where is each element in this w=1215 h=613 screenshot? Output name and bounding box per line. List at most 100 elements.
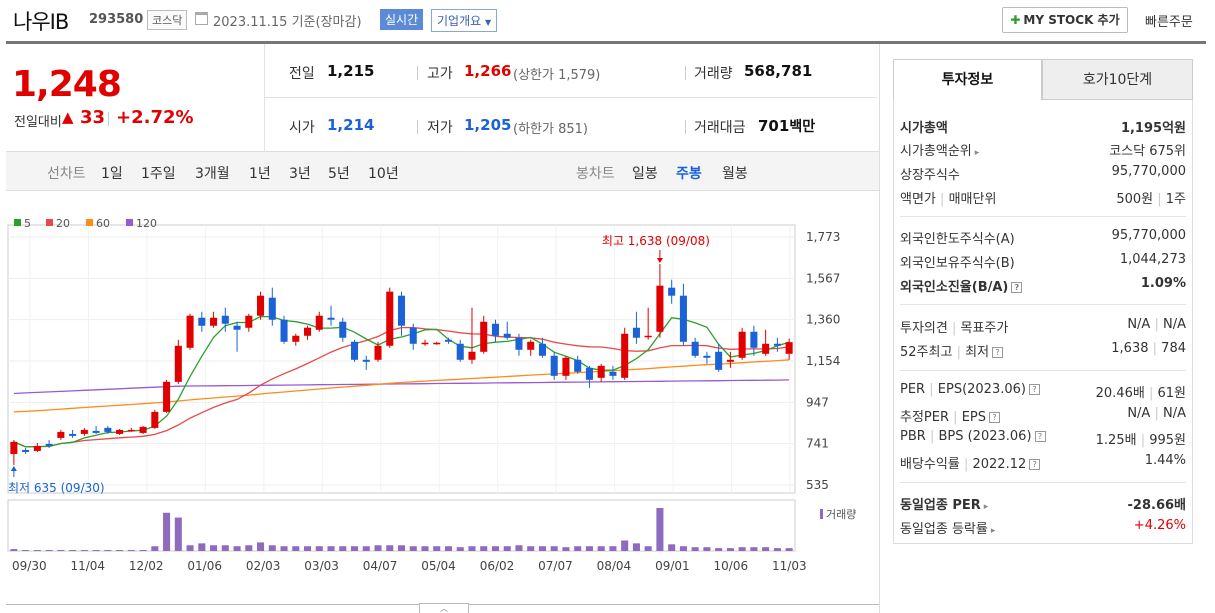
change-label: 전일대비 — [14, 115, 62, 130]
candle-body — [456, 343, 464, 360]
open-value: 1,214 — [327, 116, 375, 134]
volume-bar — [480, 546, 488, 551]
market-badge: 코스닥 — [147, 10, 188, 30]
volume-bar — [57, 550, 65, 552]
period-3m[interactable]: 3개월 — [195, 166, 230, 182]
volume-bar — [233, 546, 241, 551]
candle-weekly[interactable]: 주봉 — [676, 166, 702, 182]
candle-body — [503, 333, 511, 338]
volume-bar — [703, 547, 711, 551]
tab-orderbook[interactable]: 호가10단계 — [1042, 59, 1193, 100]
y-tick-label: 1,567 — [806, 271, 840, 285]
candle-daily[interactable]: 일봉 — [632, 166, 658, 182]
candle-chart-label: 봉차트 — [576, 166, 615, 182]
candle-body — [644, 335, 652, 338]
period-3y[interactable]: 3년 — [289, 166, 311, 182]
volume-bar — [92, 550, 100, 552]
candle-body — [691, 341, 699, 356]
open-label: 시가 — [289, 120, 315, 136]
candle-body — [327, 317, 335, 320]
realtime-badge[interactable]: 실시간 — [380, 9, 424, 30]
volume-bar — [116, 550, 124, 552]
legend-swatch — [14, 219, 21, 226]
volume-bar — [444, 546, 453, 551]
candle-body — [433, 342, 441, 345]
candle-body — [585, 367, 593, 380]
help-icon[interactable]: ? — [1028, 384, 1040, 395]
period-5y[interactable]: 5년 — [328, 166, 350, 182]
volume-bar — [257, 542, 265, 551]
divider — [264, 44, 265, 151]
caret-right-icon: ▸ — [990, 526, 996, 536]
volume-bar — [268, 545, 276, 551]
volume-bar — [386, 545, 394, 551]
volume-bar — [210, 545, 218, 551]
candle-body — [374, 345, 382, 360]
volume-bar — [409, 546, 417, 551]
volume-bar — [491, 546, 499, 551]
period-bar: 선차트 1일 1주일 3개월 1년 3년 5년 10년 봉차트 일봉 주봉 월봉 — [6, 151, 879, 191]
help-icon[interactable]: ? — [989, 412, 1000, 423]
volume-bar — [362, 546, 370, 551]
legend-label: 120 — [136, 217, 157, 230]
max-arrow-head — [656, 258, 663, 264]
help-icon[interactable]: ? — [1034, 431, 1046, 442]
legend-label: 60 — [96, 217, 110, 230]
volume-bar — [292, 546, 300, 551]
volume-bar — [397, 545, 406, 551]
candle-body — [104, 427, 112, 432]
divider — [108, 112, 109, 126]
candle-body — [703, 355, 711, 358]
upper-limit: (상한가 1,579) — [513, 68, 601, 83]
add-mystock-button[interactable]: ✚ MY STOCK 추가 — [1002, 7, 1128, 33]
caret-right-icon: ▸ — [974, 148, 980, 158]
candle-body — [715, 351, 723, 370]
candle-body — [609, 371, 617, 376]
x-tick-label: 04/07 — [363, 559, 398, 573]
volume-bar — [69, 550, 77, 552]
x-tick-label: 12/02 — [129, 559, 164, 573]
low-label: 저가 — [427, 120, 453, 136]
stock-chart[interactable]: 1,773 1,567 1,360 1,154 947 741 535 09/30 11/04 1… — [0, 195, 879, 585]
divider — [685, 66, 686, 80]
corp-overview-dropdown[interactable]: 기업개요 ▼ — [431, 9, 498, 32]
x-tick-label: 11/03 — [772, 559, 807, 573]
period-1w[interactable]: 1주일 — [141, 166, 176, 182]
y-tick-label: 1,773 — [806, 230, 840, 244]
candle-body — [10, 441, 18, 454]
divider — [417, 66, 418, 80]
tab-invest-info[interactable]: 투자정보 — [893, 59, 1042, 100]
volume-bar — [304, 546, 312, 551]
volume-bar — [45, 550, 53, 552]
volume-bar — [33, 550, 41, 552]
candle-body — [679, 295, 687, 342]
period-1d[interactable]: 1일 — [101, 166, 123, 182]
volume-bar — [644, 546, 652, 551]
divider — [900, 482, 1186, 483]
volume-bar — [538, 546, 546, 551]
prev-value: 1,215 — [327, 62, 375, 80]
candle-monthly[interactable]: 월봉 — [722, 166, 748, 182]
ma120-line — [13, 379, 790, 395]
volume-bar — [350, 546, 359, 551]
quick-order-link[interactable]: 빠른주문 — [1145, 15, 1193, 30]
period-1y[interactable]: 1년 — [249, 166, 271, 182]
help-icon[interactable]: ? — [1029, 459, 1041, 470]
candle-body — [468, 351, 476, 360]
volume-bar — [104, 550, 112, 552]
help-icon[interactable]: ? — [1011, 282, 1023, 293]
collapse-chevron-icon[interactable]: ︿ — [419, 603, 469, 613]
candle-body — [409, 327, 417, 344]
header-divider — [6, 41, 1206, 44]
high-label: 고가 — [427, 66, 453, 82]
candle-body — [362, 359, 370, 362]
x-tick-label: 06/02 — [480, 559, 515, 573]
period-10y[interactable]: 10년 — [368, 166, 399, 182]
candle-body — [22, 449, 30, 452]
volume-bar — [80, 550, 88, 552]
candle-body — [304, 327, 312, 336]
volume-bar — [339, 546, 347, 551]
help-icon[interactable]: ? — [992, 347, 1004, 358]
candle-body — [139, 426, 147, 433]
candle-body — [339, 321, 347, 338]
